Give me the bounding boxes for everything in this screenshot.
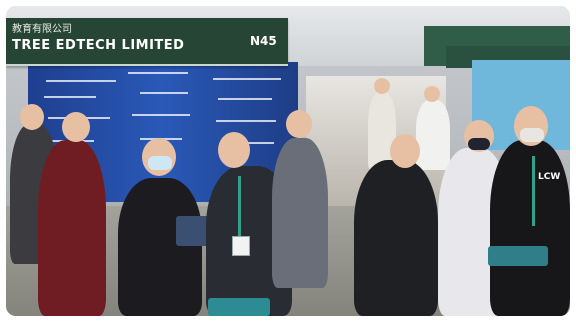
- booth-number: N45: [250, 34, 277, 48]
- booth-sign: 教育有限公司 TREE EDTECH LIMITED N45: [6, 18, 288, 66]
- student-masked-left: [118, 178, 202, 316]
- visitor-red-jacket: [38, 140, 106, 316]
- booth-sign-company: TREE EDTECH LIMITED: [12, 38, 185, 53]
- visitor-far-2: [416, 100, 450, 170]
- tablet-right: [488, 246, 548, 266]
- student-lanyard-right: [490, 140, 570, 316]
- foreground-tablet: [208, 298, 270, 316]
- student-badge-text: LCW: [538, 172, 561, 182]
- student-black-jacket: [354, 160, 438, 316]
- photo-frame: 教育有限公司 TREE EDTECH LIMITED N45: [6, 6, 570, 316]
- booth-sign-chinese: 教育有限公司: [12, 24, 72, 35]
- expo-photo: 教育有限公司 TREE EDTECH LIMITED N45: [6, 6, 570, 316]
- visitor-grey-shirt: [272, 138, 328, 288]
